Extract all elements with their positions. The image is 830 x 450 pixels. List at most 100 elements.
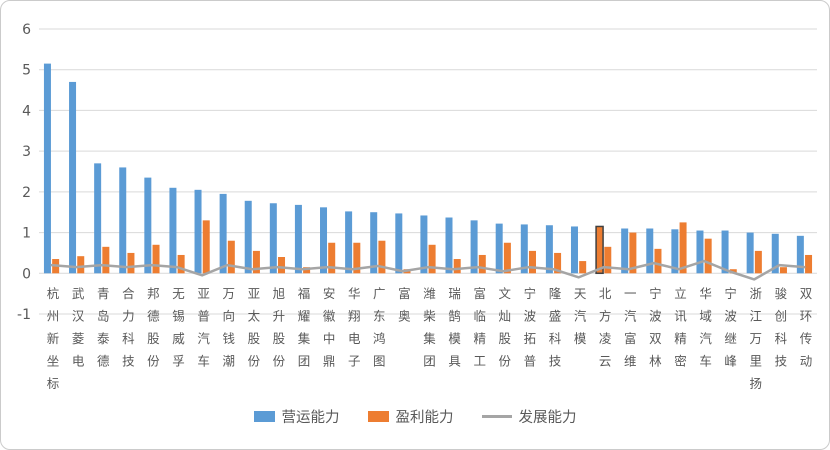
category-label: 富奥 [395, 287, 411, 332]
category-label: 浙江万里扬 [747, 287, 763, 400]
bar-operating [169, 187, 177, 274]
category-label: 亚太股份 [245, 287, 261, 377]
bar-profit [478, 254, 486, 274]
y-tick-label: 2 [22, 185, 31, 201]
chart-legend: 营运能力 盈利能力 发展能力 [1, 406, 829, 427]
category-label: 骏创科技 [772, 287, 788, 377]
y-tick-label: 1 [22, 226, 31, 242]
bar-profit [503, 242, 511, 274]
bar-operating [771, 233, 779, 274]
y-tick-label: -1 [17, 307, 31, 323]
bar-operating [621, 228, 629, 274]
category-label: 隆盛科技 [546, 287, 562, 377]
legend-item-operating: 营运能力 [253, 406, 340, 427]
bar-profit [378, 240, 386, 274]
bar-operating [269, 203, 277, 274]
category-label: 安徽中鼎 [320, 287, 336, 377]
category-label: 宁波双林 [646, 287, 662, 377]
bar-profit [554, 252, 562, 274]
category-label: 瑞鹄模具 [446, 287, 462, 377]
y-tick-label: 5 [22, 63, 31, 79]
bar-profit [604, 246, 612, 274]
category-label: 潍柴集团 [421, 287, 436, 377]
bar-profit [704, 238, 712, 274]
bar-profit [152, 244, 160, 274]
bar-profit [303, 267, 311, 274]
category-label: 立讯精密 [671, 287, 687, 377]
category-label: 无锡威孚 [170, 287, 186, 377]
category-label: 宁波继峰 [722, 287, 738, 377]
bar-operating [345, 211, 353, 274]
legend-label-profit: 盈利能力 [395, 410, 454, 426]
bar-operating [470, 220, 478, 274]
bar-operating [420, 215, 428, 274]
category-label: 华翔电子 [345, 287, 361, 377]
category-label: 旭升股份 [270, 287, 286, 377]
bar-profit [528, 250, 536, 274]
bar-profit [202, 220, 210, 274]
bar-profit [278, 257, 286, 274]
bar-profit [77, 256, 85, 274]
bar-profit [579, 261, 587, 274]
category-label: 宁波拓普 [521, 287, 537, 377]
bar-profit [453, 259, 461, 274]
category-label: 广东鸿图 [370, 287, 386, 377]
category-label: 天汽模 [571, 287, 587, 355]
y-tick-label: 4 [22, 103, 31, 119]
bar-profit [754, 250, 762, 274]
bar-operating [194, 189, 202, 274]
y-tick-label: 3 [22, 144, 31, 160]
bar-operating [244, 200, 252, 274]
legend-swatch-operating [253, 411, 275, 422]
category-label: 青岛泰德 [94, 287, 110, 377]
legend-swatch-development [481, 415, 512, 418]
category-label: 邦德股份 [144, 287, 160, 377]
bar-operating [696, 230, 704, 274]
category-label: 杭州新坐标 [44, 287, 60, 400]
y-tick-label: 0 [22, 266, 31, 282]
bar-profit [353, 242, 361, 274]
legend-label-development: 发展能力 [518, 410, 577, 426]
bar-profit [252, 250, 260, 274]
bar-operating [370, 212, 378, 274]
category-label: 武汉菱电 [69, 287, 85, 377]
bar-operating [144, 177, 152, 274]
bar-profit [729, 269, 737, 274]
bar-operating [520, 224, 528, 274]
category-label: 亚普汽车 [195, 287, 211, 377]
bar-profit [679, 222, 687, 274]
bar-operating [646, 228, 654, 274]
category-label: 福耀集团 [295, 287, 311, 377]
bar-operating [94, 163, 102, 274]
bar-operating [69, 81, 77, 274]
bar-profit [629, 232, 637, 274]
bar-operating [570, 226, 578, 274]
legend-item-profit: 盈利能力 [367, 406, 454, 427]
category-label: 合力科技 [119, 287, 135, 377]
bar-operating [671, 229, 679, 274]
bar-profit [177, 254, 185, 274]
bar-profit [127, 252, 135, 274]
category-label: 文灿股份 [496, 287, 512, 377]
category-label: 一汽富维 [621, 287, 637, 377]
legend-swatch-profit [367, 411, 389, 422]
bar-highlighted [595, 225, 604, 275]
bar-operating [721, 230, 729, 274]
bar-operating [119, 167, 127, 274]
bar-operating [796, 235, 804, 274]
bar-operating [395, 213, 403, 274]
bar-operating [219, 193, 227, 274]
bar-profit [805, 254, 813, 274]
bar-operating [320, 207, 328, 274]
bar-profit [428, 244, 436, 274]
legend-item-development: 发展能力 [481, 406, 577, 427]
bar-profit [227, 240, 235, 274]
bar-profit [779, 267, 787, 274]
bar-profit [654, 248, 662, 274]
category-label: 万向钱潮 [220, 287, 236, 377]
bar-operating [495, 223, 503, 274]
category-label: 富临精工 [471, 287, 487, 377]
development-line [50, 259, 806, 281]
